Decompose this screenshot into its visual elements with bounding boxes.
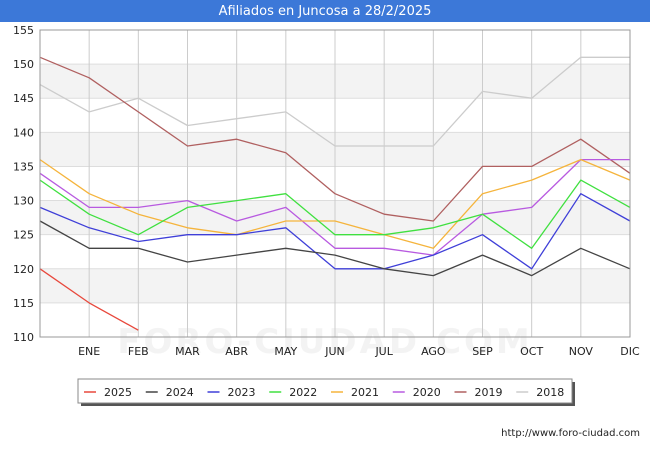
x-tick-label: FEB bbox=[128, 345, 149, 358]
chart-title: Afiliados en Juncosa a 28/2/2025 bbox=[0, 0, 650, 22]
legend-box bbox=[77, 378, 573, 404]
legend-label-2020: 2020 bbox=[413, 386, 441, 399]
x-tick-label: SEP bbox=[472, 345, 493, 358]
chart-title-text: Afiliados en Juncosa a 28/2/2025 bbox=[218, 3, 432, 19]
y-tick-label: 150 bbox=[13, 58, 34, 71]
y-tick-label: 115 bbox=[13, 297, 34, 310]
x-tick-label: JUN bbox=[324, 345, 345, 358]
y-tick-label: 125 bbox=[13, 229, 34, 242]
x-tick-label: ABR bbox=[225, 345, 248, 358]
y-tick-label: 120 bbox=[13, 263, 34, 276]
legend-label-2022: 2022 bbox=[289, 386, 317, 399]
x-tick-label: MAR bbox=[175, 345, 200, 358]
axes: 110 115 120 125 130 135 140 145 150 155 ENE FEB MAR A… bbox=[13, 24, 640, 358]
series-line-2020 bbox=[39, 158, 630, 256]
legend-label-2023: 2023 bbox=[228, 386, 256, 399]
legend-label-2018: 2018 bbox=[536, 386, 564, 399]
x-tick-label: AGO bbox=[421, 345, 446, 358]
series-line-2021 bbox=[39, 158, 631, 249]
legend-label-2021: 2021 bbox=[351, 386, 379, 399]
legend-label-2019: 2019 bbox=[475, 386, 503, 399]
series-lines bbox=[39, 56, 631, 331]
x-tick-label: OCT bbox=[520, 345, 543, 358]
series-line-2022 bbox=[39, 179, 631, 249]
series-line-2023 bbox=[39, 193, 631, 270]
y-tick-label: 135 bbox=[13, 160, 34, 173]
x-tick-label: MAY bbox=[274, 345, 297, 358]
legend-label-2024: 2024 bbox=[166, 386, 194, 399]
y-tick-label: 110 bbox=[13, 331, 34, 344]
series-line-2019 bbox=[39, 56, 631, 222]
y-tick-label: 140 bbox=[13, 126, 34, 139]
series-line-2024 bbox=[39, 220, 631, 277]
series-line-2025 bbox=[39, 268, 139, 331]
source-url: http://www.foro-ciudad.com bbox=[501, 428, 640, 439]
x-tick-label: JUL bbox=[374, 345, 393, 358]
y-tick-label: 155 bbox=[13, 24, 34, 37]
series-line-2018 bbox=[39, 56, 630, 147]
y-tick-label: 130 bbox=[13, 195, 34, 208]
x-tick-label: ENE bbox=[78, 345, 100, 358]
legend-label-2025: 2025 bbox=[104, 386, 132, 399]
x-tick-label: NOV bbox=[569, 345, 594, 358]
legend: 2025 2024 2023 2022 2021 2020 2019 2018 bbox=[77, 378, 575, 406]
y-tick-label: 145 bbox=[13, 92, 34, 105]
x-tick-label: DIC bbox=[620, 345, 640, 358]
plot-border bbox=[39, 29, 631, 338]
